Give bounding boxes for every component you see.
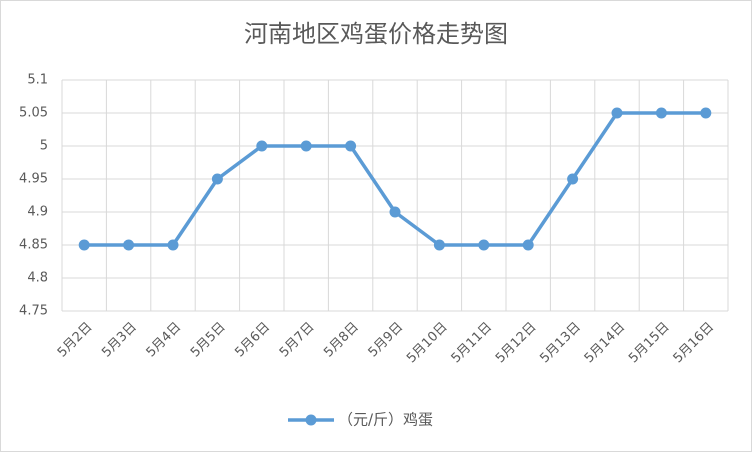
legend-label: （元/斤）鸡蛋 [338,411,433,429]
y-tick-label: 5.05 [19,106,48,121]
point [433,239,445,251]
point [611,107,623,119]
point [211,173,223,185]
point [478,239,490,251]
point [655,107,667,119]
point [167,239,179,251]
point [567,173,579,185]
point [389,206,401,218]
y-tick-label: 4.75 [19,304,48,319]
point [256,140,268,152]
chart-title: 河南地区鸡蛋价格走势图 [244,20,508,48]
y-tick-label: 4.85 [19,238,48,253]
y-tick-label: 5.1 [27,73,48,88]
point [700,107,712,119]
point [300,140,312,152]
y-tick-label: 4.9 [27,205,48,220]
y-tick-label: 5 [40,139,48,154]
point [345,140,357,152]
y-tick-label: 4.95 [19,172,48,187]
point [78,239,90,251]
legend-marker [305,414,317,426]
point [123,239,135,251]
point [522,239,534,251]
y-tick-label: 4.8 [27,271,48,286]
